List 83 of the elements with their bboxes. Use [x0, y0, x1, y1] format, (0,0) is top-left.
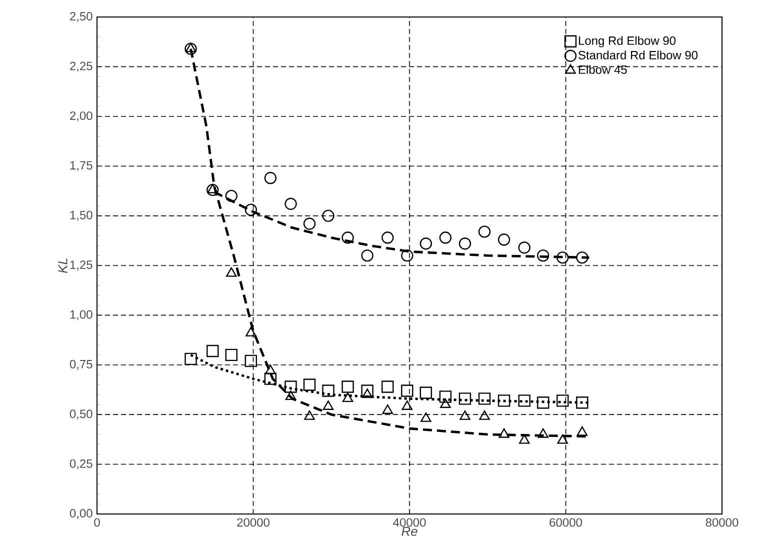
point	[264, 172, 277, 184]
point	[303, 378, 316, 391]
point	[322, 384, 334, 397]
point	[322, 210, 334, 222]
point	[518, 434, 530, 444]
point	[265, 364, 276, 374]
point	[440, 398, 451, 408]
point	[244, 204, 258, 216]
x-tick-label: 0	[94, 518, 100, 527]
point	[284, 198, 297, 210]
x-tick-label: 80000	[706, 518, 738, 527]
point	[361, 249, 374, 262]
y-tick-label: 2,25	[70, 62, 92, 72]
point	[402, 400, 413, 410]
y-tick-label: 1,25	[70, 260, 92, 270]
point	[420, 386, 432, 399]
point	[206, 184, 219, 196]
point	[576, 251, 588, 264]
point	[498, 428, 510, 438]
point	[244, 354, 258, 368]
y-tick-label: 2,50	[70, 12, 92, 22]
point	[576, 396, 588, 409]
point	[518, 242, 530, 254]
point	[225, 348, 238, 362]
point	[285, 390, 296, 400]
point	[342, 232, 354, 244]
point	[536, 396, 550, 409]
x-tick-label: 40000	[393, 518, 426, 527]
y-tick-label: 2,00	[70, 111, 92, 122]
legend-label: Elbow 45	[578, 65, 627, 74]
point	[536, 249, 550, 262]
point	[439, 232, 452, 244]
point	[478, 226, 491, 238]
point	[304, 410, 315, 420]
point	[322, 400, 334, 410]
y-tick-label: 1,00	[70, 310, 92, 320]
point	[498, 234, 510, 246]
point	[303, 218, 316, 230]
point	[401, 249, 414, 262]
point	[518, 394, 530, 407]
y-tick-label: 0,50	[70, 410, 92, 420]
point	[556, 251, 569, 264]
point	[556, 394, 569, 407]
point	[458, 392, 472, 405]
point	[420, 412, 432, 422]
y-tick-label: 1,50	[70, 210, 92, 221]
point	[478, 392, 491, 405]
y-tick-label: 1,75	[70, 161, 92, 171]
point	[576, 426, 588, 436]
point	[264, 372, 277, 385]
y-tick-label: 0,75	[70, 360, 92, 370]
point	[498, 394, 510, 407]
point	[382, 380, 394, 393]
point	[420, 238, 432, 250]
point	[361, 384, 374, 397]
x-tick-label: 60000	[550, 518, 582, 527]
point	[246, 326, 256, 336]
point	[207, 184, 218, 194]
y-tick-label: 0,00	[70, 509, 92, 519]
point	[342, 380, 354, 393]
point	[226, 267, 237, 277]
legend-label: Standard Rd Elbow 90	[578, 50, 698, 60]
point	[206, 344, 219, 358]
point	[284, 380, 297, 393]
point	[460, 410, 470, 420]
point	[362, 388, 373, 398]
point	[557, 434, 568, 444]
y-axis-title: KL	[58, 258, 68, 274]
point	[439, 390, 452, 403]
point	[184, 42, 197, 55]
point	[342, 392, 354, 402]
point	[479, 410, 490, 420]
legend-label: Long Rd Elbow 90	[578, 36, 676, 48]
point	[538, 428, 548, 438]
point	[225, 190, 238, 202]
point	[382, 232, 394, 244]
point	[458, 238, 472, 250]
point	[401, 384, 414, 397]
x-tick-label: 20000	[237, 518, 270, 527]
y-tick-label: 0,25	[70, 459, 92, 470]
point	[382, 404, 393, 414]
point	[184, 352, 197, 366]
x-axis-title: Re	[402, 526, 418, 536]
